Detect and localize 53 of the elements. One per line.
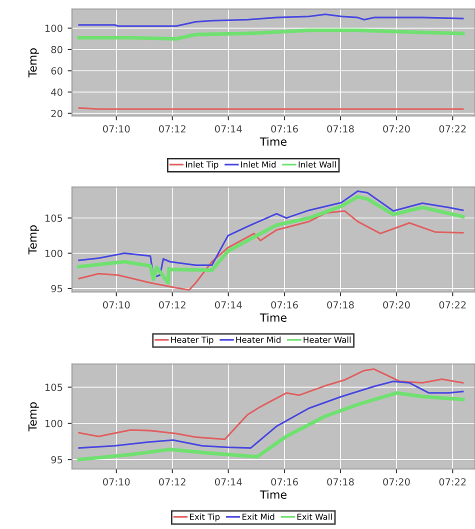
legend-label: Exit Wall — [297, 513, 332, 520]
legend-label: Exit Tip — [190, 513, 220, 522]
y-axis-title: Temp — [28, 48, 39, 78]
y-axis-title: Temp — [28, 225, 39, 254]
y-tick-label: 20 — [51, 110, 62, 118]
x-tick-label: 07:20 — [383, 125, 410, 133]
line-series — [78, 210, 464, 291]
line-series — [77, 28, 465, 41]
y-tick-label: 105 — [45, 214, 62, 222]
x-tick-label: 07:10 — [103, 478, 130, 486]
y-tick-label: 60 — [51, 67, 62, 75]
legend-label: Inlet Tip — [186, 161, 218, 170]
x-tick-label: 07:22 — [439, 301, 466, 309]
x-tick-label: 07:16 — [271, 478, 298, 486]
x-tick-label: 07:10 — [103, 301, 130, 309]
x-tick-label: 07:18 — [327, 478, 354, 486]
legend-label: Inlet Wall — [298, 161, 336, 168]
x-tick-label: 07:16 — [271, 125, 298, 133]
x-axis-title: Time — [260, 137, 286, 146]
x-tick-label: 07:14 — [214, 125, 242, 133]
y-tick-label: 100 — [45, 250, 62, 258]
y-tick-label: 105 — [45, 384, 62, 392]
y-axis-title: Temp — [28, 402, 39, 432]
x-tick-label: 07:20 — [383, 301, 410, 309]
y-tick-label: 95 — [51, 284, 62, 292]
x-tick-label: 07:18 — [327, 301, 354, 309]
line-series — [77, 391, 465, 462]
x-tick-label: 07:14 — [214, 301, 242, 309]
y-tick-label: 95 — [51, 456, 62, 464]
y-tick-label: 80 — [51, 46, 62, 54]
legend-label: Heater Mid — [236, 336, 280, 343]
x-tick-label: 07:12 — [159, 301, 186, 309]
line-series — [78, 13, 464, 27]
x-tick-label: 07:20 — [383, 478, 410, 486]
line-series — [78, 368, 464, 440]
x-tick-label: 07:10 — [103, 125, 130, 133]
x-tick-label: 07:12 — [159, 478, 186, 486]
y-tick-label: 40 — [51, 88, 62, 96]
x-tick-label: 07:16 — [271, 301, 298, 309]
y-tick-label: 100 — [45, 420, 62, 428]
x-tick-label: 07:22 — [439, 125, 466, 133]
legend-label: Inlet Mid — [241, 161, 276, 168]
legend-label: Exit Mid — [242, 513, 274, 520]
legend-label: Heater Wall — [304, 336, 351, 343]
x-axis-title: Time — [260, 313, 286, 322]
line-series — [78, 380, 464, 449]
x-tick-label: 07:18 — [327, 125, 354, 133]
x-axis-title: Time — [260, 490, 286, 499]
x-tick-label: 07:14 — [214, 478, 242, 486]
y-tick-label: 100 — [45, 24, 62, 32]
legend-label: Heater Tip — [171, 336, 214, 345]
x-tick-label: 07:22 — [439, 478, 466, 486]
x-tick-label: 07:12 — [159, 125, 186, 133]
